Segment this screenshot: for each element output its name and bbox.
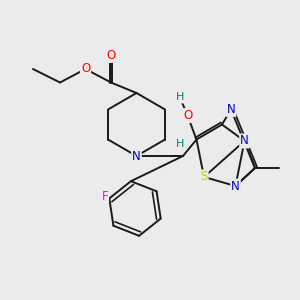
Text: O: O: [81, 62, 90, 76]
Text: H: H: [176, 139, 184, 149]
Text: O: O: [183, 109, 192, 122]
Text: N: N: [240, 134, 249, 148]
Text: N: N: [231, 179, 240, 193]
Text: H: H: [176, 92, 184, 103]
Text: O: O: [106, 49, 116, 62]
Text: N: N: [132, 149, 141, 163]
Text: F: F: [101, 190, 108, 202]
Text: N: N: [226, 103, 236, 116]
Text: S: S: [200, 170, 208, 184]
